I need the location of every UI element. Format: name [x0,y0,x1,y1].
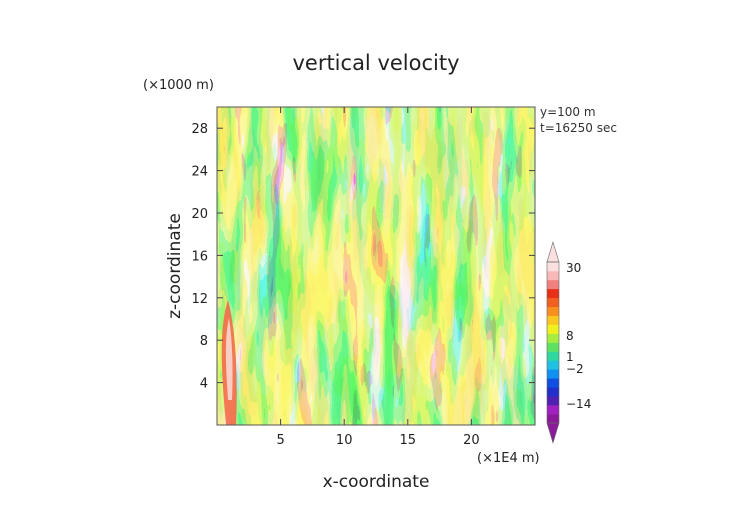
y-tick-label: 20 [191,207,208,222]
colorbar-segment [547,342,559,352]
colorbar-segment [547,324,559,334]
colorbar-segment [547,297,559,308]
annotation-time: t=16250 sec [540,121,617,135]
colorbar-segment [547,279,559,290]
colorbar-label: −14 [566,397,591,411]
colorbar-segment [547,315,559,325]
colorbar-segment [547,405,559,415]
y-multiplier-label: (×1000 m) [143,78,214,93]
y-tick-label: 12 [191,292,208,307]
colorbar-segment [547,262,559,272]
colorbar-segment [547,414,559,424]
chart-title: vertical velocity [292,51,459,75]
x-axis-title: x-coordinate [323,472,430,492]
colorbar-segment [547,378,559,388]
x-tick-label: 20 [463,433,480,448]
colorbar-max-arrow [546,240,560,263]
x-tick-label: 10 [336,433,353,448]
y-tick-label: 24 [191,165,208,180]
colorbar-segment [547,351,559,361]
colorbar-label: 30 [566,261,581,275]
y-tick-label: 4 [200,377,208,392]
colorbar-label: 8 [566,329,574,343]
colorbar-segment [547,369,559,379]
x-axis: 5 10 15 20 [276,107,480,448]
colorbar: 30 8 1−2 −14 [546,240,591,445]
plot-frame [216,106,536,426]
heatmap-field [217,107,535,425]
colorbar-segment [547,270,559,281]
y-tick-label: 8 [200,334,208,349]
annotation-y-position: y=100 m [540,105,596,119]
colorbar-segment [547,333,559,343]
colorbar-segment [547,288,559,299]
colorbar-segment [547,396,559,406]
x-multiplier-label: (×1E4 m) [477,451,540,466]
colorbar-min-arrow [546,422,560,445]
x-tick-label: 5 [276,433,284,448]
colorbar-frame [546,261,560,424]
y-axis: 4 8 12 16 20 24 28 [191,122,535,392]
x-tick-label: 15 [400,433,417,448]
colorbar-label: −2 [566,362,584,376]
colorbar-segment [547,306,559,316]
y-axis-title: z-coordinate [165,213,185,319]
colorbar-segment [547,387,559,397]
colorbar-segment [547,360,559,370]
colorbar-label: 1 [566,350,574,364]
y-tick-label: 16 [191,249,208,264]
y-tick-label: 28 [191,122,208,137]
